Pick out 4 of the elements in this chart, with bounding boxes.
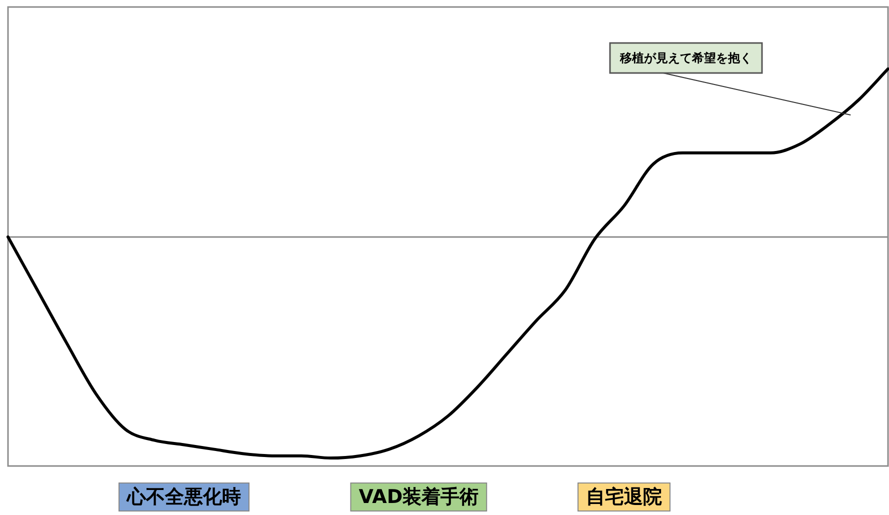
x-tick-label: VAD装着手術 xyxy=(358,486,479,508)
text: 移植が見えて希望を抱く xyxy=(619,51,752,66)
x-tick-label: 自宅退院 xyxy=(586,486,662,508)
x-tick-label: 心不全悪化時 xyxy=(126,486,241,508)
